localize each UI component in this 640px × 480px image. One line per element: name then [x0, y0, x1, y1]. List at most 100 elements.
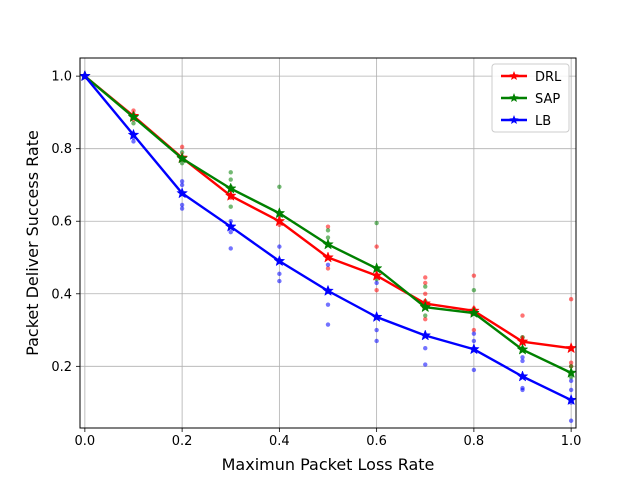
scatter-point-lb [568, 418, 574, 423]
scatter-point-lb [325, 302, 331, 307]
series-marker-drl [224, 189, 237, 201]
series-marker-sap [516, 343, 529, 355]
series-marker-sap [419, 300, 432, 313]
scatter-point-drl [471, 273, 477, 278]
scatter-point-sap [374, 220, 379, 226]
scatter-point-lb [568, 378, 574, 384]
scatter-point-lb [131, 139, 136, 144]
scatter-point-lb [520, 387, 525, 393]
y-tick-label: 0.8 [51, 142, 72, 157]
scatter-point-lb [471, 331, 477, 336]
scatter-point-drl [325, 224, 331, 229]
scatter-point-sap [277, 184, 282, 189]
legend-label-sap: SAP [535, 92, 560, 107]
scatter-point-drl [520, 313, 525, 318]
x-tick-label: 0.6 [366, 434, 387, 449]
series-marker-lb [516, 370, 529, 382]
axis-ticks: 0.0 0.2 0.4 0.6 0.8 1.0 0.2 0.4 0.6 0.8 1.0 [51, 70, 581, 449]
scatter-point-lb [520, 358, 525, 364]
x-tick-label: 0.2 [172, 434, 193, 449]
scatter-point-lb [179, 202, 185, 208]
scatter-point-lb [179, 206, 185, 211]
y-tick-label: 0.6 [51, 215, 72, 230]
series-marker-sap [273, 207, 286, 219]
scatter-point-sap [423, 313, 428, 318]
y-tick-label: 1.0 [51, 70, 72, 85]
scatter-point-lb [374, 338, 379, 344]
scatter-point-lb [325, 322, 331, 327]
scatter-point-lb [277, 271, 282, 277]
legend-marker-drl [509, 71, 519, 81]
x-tick-label: 0.4 [269, 434, 290, 449]
scatter-point-drl [374, 244, 379, 249]
scatter-point-sap [423, 284, 428, 289]
series-marker-sap [224, 182, 237, 194]
scatter-point-lb [277, 278, 282, 284]
scatter-point-sap [325, 235, 331, 240]
scatter-point-sap [471, 287, 477, 293]
x-tick-label: 1.0 [561, 434, 582, 449]
scatter-point-sap [568, 364, 574, 369]
series-marker-lb [176, 187, 189, 199]
scatter-point-lb [374, 280, 379, 286]
legend: DRL SAP LB [491, 63, 570, 133]
scatter-point-drl [423, 316, 428, 322]
scatter-point-drl [179, 144, 185, 150]
scatter-point-sap [325, 228, 331, 233]
legend-marker-lb [509, 115, 519, 125]
scatter-point-drl [471, 327, 477, 333]
series-lines [78, 69, 578, 406]
scatter-point-drl [423, 275, 428, 280]
scatter-point-lb [520, 355, 525, 360]
series-marker-lb [565, 393, 578, 406]
x-tick-label: 0.8 [464, 434, 485, 449]
scatter-point-drl [568, 360, 574, 365]
scatter-point-lb [568, 387, 574, 393]
series-marker-sap [127, 110, 140, 123]
y-axis-title: Packet Deliver Success Rate [23, 130, 42, 356]
scatter-point-lb [471, 338, 477, 344]
series-marker-lb [127, 128, 140, 140]
scatter-point-sap [228, 204, 233, 209]
scatter-point-lb [179, 179, 185, 184]
scatter-point-lb [374, 327, 379, 333]
scatter-point-sap [228, 170, 233, 175]
x-tick-label: 0.0 [75, 434, 96, 449]
legend-label-lb: LB [535, 114, 551, 129]
legend-label-drl: DRL [535, 70, 562, 85]
legend-box [491, 63, 570, 133]
series-marker-drl [370, 269, 383, 281]
scatter-point-drl [568, 297, 574, 302]
series-marker-sap [467, 306, 480, 319]
scatter-point-lb [277, 244, 282, 249]
y-tick-label: 0.2 [51, 360, 72, 375]
series-marker-drl [565, 341, 578, 354]
scatter-point-drl [325, 266, 331, 271]
x-axis-title: Maximun Packet Loss Rate [222, 455, 435, 474]
scatter-point-sap [228, 177, 233, 182]
series-marker-lb [467, 343, 480, 355]
series-marker-sap [322, 238, 334, 250]
series-marker-drl [273, 215, 286, 227]
series-marker-lb [78, 69, 91, 82]
scatter-point-lb [325, 262, 331, 267]
scatter-point-lb [179, 182, 185, 188]
scatter-point-sap [131, 121, 136, 126]
series-marker-lb [419, 329, 432, 341]
scatter-point-sap [179, 160, 185, 166]
series-marker-lb [273, 254, 286, 267]
scatter-point-drl [423, 291, 428, 296]
y-tick-label: 0.4 [51, 287, 72, 302]
plot-frame [79, 57, 577, 429]
legend-marker-sap [509, 93, 519, 103]
scatter-point-lb [471, 367, 477, 373]
series-marker-drl [322, 251, 334, 263]
series-marker-lb [322, 284, 334, 296]
series-marker-sap [370, 262, 383, 274]
series-marker-sap [565, 366, 578, 378]
scatter-point-drl [423, 280, 428, 286]
scatter-point-lb [228, 229, 233, 235]
scatter-point-lb [423, 345, 428, 351]
scatter-point-drl [374, 287, 379, 293]
